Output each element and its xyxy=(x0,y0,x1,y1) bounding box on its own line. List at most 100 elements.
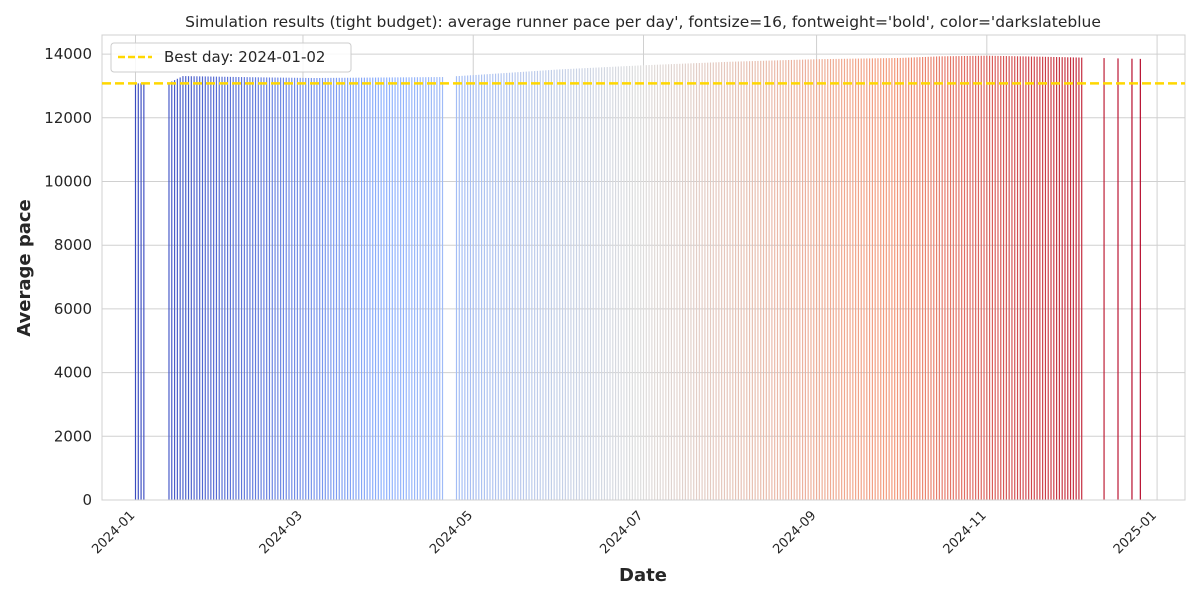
bar xyxy=(659,64,661,500)
bars xyxy=(134,55,1141,501)
bar xyxy=(581,68,583,500)
bar xyxy=(617,66,619,500)
bar xyxy=(475,74,477,500)
bar xyxy=(341,77,343,500)
bar xyxy=(1075,57,1077,501)
bar xyxy=(952,56,954,501)
bar xyxy=(1067,57,1069,500)
y-tick-label: 0 xyxy=(82,491,92,509)
bar xyxy=(704,62,706,501)
bar xyxy=(316,77,318,500)
bar xyxy=(1117,58,1119,500)
bar xyxy=(896,57,899,500)
bar xyxy=(762,60,765,501)
bar xyxy=(472,75,474,500)
x-axis-label: Date xyxy=(619,565,667,586)
bar xyxy=(718,62,720,501)
bar xyxy=(698,63,700,500)
bar xyxy=(246,77,248,500)
bar xyxy=(531,71,533,500)
bar xyxy=(715,62,717,500)
bar xyxy=(528,71,530,501)
bar xyxy=(305,77,307,501)
bar xyxy=(721,62,723,501)
bar xyxy=(254,77,257,501)
bar xyxy=(506,72,508,500)
bar xyxy=(207,76,209,500)
bar xyxy=(422,77,424,500)
bar xyxy=(352,77,354,501)
bar xyxy=(975,55,977,500)
bar xyxy=(955,56,957,501)
bar xyxy=(310,77,312,501)
bar xyxy=(737,61,739,500)
bar xyxy=(508,72,511,500)
bar xyxy=(1039,56,1041,500)
bar xyxy=(330,77,332,501)
bar xyxy=(414,77,416,500)
bar xyxy=(587,68,589,501)
bar xyxy=(497,73,499,500)
bar xyxy=(402,77,405,500)
bar xyxy=(1025,56,1027,500)
bar xyxy=(199,76,201,501)
bar xyxy=(1008,56,1010,500)
bar xyxy=(221,76,223,500)
bar xyxy=(559,69,561,501)
bar xyxy=(927,56,929,500)
bar xyxy=(989,55,991,500)
bar xyxy=(595,67,597,500)
bar xyxy=(852,58,854,501)
bar xyxy=(949,56,952,500)
bar xyxy=(411,77,413,501)
bar xyxy=(573,68,575,501)
bar xyxy=(397,77,399,501)
bar xyxy=(729,61,731,500)
bar xyxy=(1030,56,1033,500)
bar xyxy=(598,67,600,500)
bar xyxy=(743,61,745,501)
bar xyxy=(492,73,494,500)
bar xyxy=(338,77,340,500)
bar xyxy=(567,68,569,500)
bar xyxy=(302,77,304,501)
bar xyxy=(433,77,435,500)
bar xyxy=(899,57,901,501)
bar xyxy=(1011,56,1013,501)
bar xyxy=(790,59,793,500)
bar xyxy=(804,59,806,500)
legend-box xyxy=(110,42,352,73)
bar xyxy=(327,77,329,500)
bar xyxy=(1139,58,1141,500)
bar xyxy=(1033,56,1035,501)
bar xyxy=(542,70,544,500)
bar xyxy=(1019,56,1021,501)
bar xyxy=(668,64,670,501)
bar xyxy=(827,59,829,500)
bar xyxy=(1028,56,1030,501)
bar xyxy=(134,84,137,501)
bar xyxy=(888,58,890,500)
bar xyxy=(751,61,753,500)
bar xyxy=(877,58,879,501)
bar xyxy=(335,77,338,500)
bar xyxy=(361,77,363,500)
bar xyxy=(224,76,226,501)
bar xyxy=(631,65,633,500)
bar xyxy=(578,68,580,501)
bar xyxy=(405,77,407,500)
bar xyxy=(1002,56,1005,500)
bar xyxy=(961,56,963,500)
bar xyxy=(930,56,932,501)
bar xyxy=(902,57,904,500)
bar xyxy=(935,56,938,500)
bar xyxy=(439,77,441,500)
bar xyxy=(436,77,438,500)
bar xyxy=(377,77,379,501)
legend-entry: Best day: 2024-01-02 xyxy=(164,48,325,66)
bar xyxy=(500,73,502,500)
bar xyxy=(684,63,686,501)
x-tick-label: 2025-01 xyxy=(1111,508,1160,557)
bar xyxy=(388,77,391,500)
